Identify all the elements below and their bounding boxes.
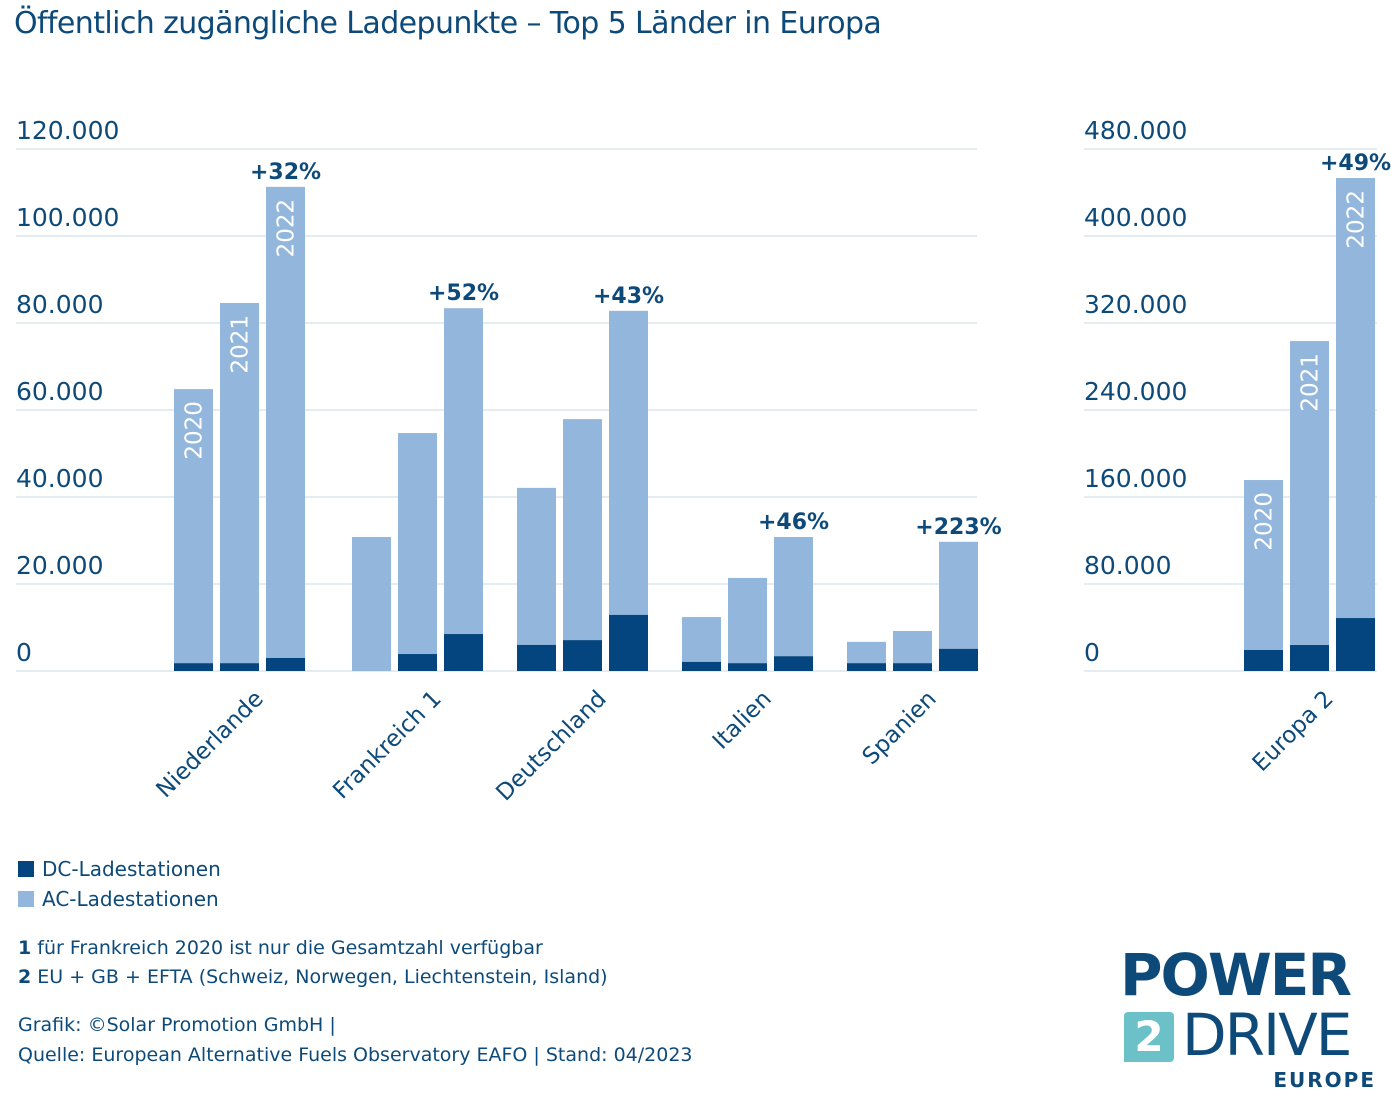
bar-dc (517, 644, 556, 671)
year-label: 2020 (182, 401, 208, 460)
legend-swatch-ac (18, 891, 34, 907)
bar-dc (220, 663, 259, 671)
legend-item-ac: AC-Ladestationen (18, 884, 221, 914)
growth-label: +43% (593, 284, 664, 309)
bar-ac (1336, 178, 1375, 619)
bar-ac (398, 433, 437, 655)
bar-ac (939, 541, 978, 649)
year-label: 2021 (1298, 353, 1324, 412)
legend: DC-Ladestationen AC-Ladestationen (18, 854, 221, 914)
bar-dc (728, 663, 767, 671)
category-label: Frankreich 1 (328, 686, 447, 805)
bar-ac (893, 630, 932, 664)
logo-power-text: POWER (1120, 941, 1352, 1009)
y-tick-label: 100.000 (16, 203, 119, 232)
bar-ac (1290, 341, 1329, 646)
y-tick-label: 80.000 (16, 290, 103, 319)
footnote-text: EU + GB + EFTA (Schweiz, Norwegen, Liech… (31, 966, 608, 988)
y-tick-label: 80.000 (1084, 551, 1171, 580)
bar-dc (398, 654, 437, 671)
credit-source: Quelle: European Alternative Fuels Obser… (18, 1044, 693, 1066)
legend-label-dc: DC-Ladestationen (42, 857, 221, 881)
y-tick-label: 120.000 (16, 116, 119, 145)
bar-dc (1244, 650, 1283, 671)
chart-title: Öffentlich zugängliche Ladepunkte – Top … (14, 6, 882, 41)
bar-dc (893, 663, 932, 671)
y-tick-label: 480.000 (1084, 116, 1187, 145)
bar-ac (728, 577, 767, 664)
growth-label: +52% (428, 281, 499, 306)
year-label: 2022 (1344, 190, 1370, 249)
footnote-number: 1 (18, 937, 32, 959)
y-tick-label: 400.000 (1084, 203, 1187, 232)
power2drive-logo: POWER 2 DRIVE EUROPE (1120, 944, 1380, 1094)
category-label: Niederlande (152, 686, 269, 803)
y-tick-label: 0 (1084, 638, 1100, 667)
bar-ac (609, 310, 648, 615)
bar-ac (174, 389, 213, 664)
y-tick-label: 20.000 (16, 551, 103, 580)
footnote-2: 2 EU + GB + EFTA (Schweiz, Norwegen, Lie… (18, 963, 608, 992)
y-tick-label: 40.000 (16, 464, 103, 493)
category-label: Italien (708, 686, 777, 755)
year-label: 2021 (228, 315, 254, 374)
bar-dc (1290, 645, 1329, 671)
y-tick-label: 240.000 (1084, 377, 1187, 406)
year-label: 2020 (1252, 492, 1278, 551)
growth-label: +49% (1320, 151, 1391, 176)
y-tick-label: 60.000 (16, 377, 103, 406)
bar-ac (682, 617, 721, 662)
growth-label: +46% (758, 510, 829, 535)
category-label: Deutschland (491, 686, 611, 806)
bar-ac (774, 537, 813, 657)
year-label: 2022 (274, 199, 300, 258)
bar-dc (1336, 618, 1375, 671)
logo-europe-text: EUROPE (1273, 1068, 1376, 1092)
bar-ac (847, 641, 886, 664)
growth-label: +32% (250, 160, 321, 185)
bar-dc (174, 663, 213, 671)
footnote-text: für Frankreich 2020 ist nur die Gesamtza… (31, 937, 543, 959)
legend-item-dc: DC-Ladestationen (18, 854, 221, 884)
logo-drive-text: DRIVE (1182, 1001, 1352, 1069)
growth-label: +223% (915, 515, 1001, 540)
bar-ac (1244, 480, 1283, 651)
bar-dc (774, 656, 813, 671)
bar-dc (444, 634, 483, 671)
bar-dc (939, 648, 978, 671)
bar-ac (266, 186, 305, 658)
bar-dc (266, 657, 305, 671)
legend-label-ac: AC-Ladestationen (42, 887, 219, 911)
bar-ac (220, 302, 259, 664)
footnote-number: 2 (18, 966, 32, 988)
bar-ac (444, 308, 483, 635)
credit-graphic: Grafik: ©Solar Promotion GmbH | (18, 1014, 336, 1036)
y-tick-label: 320.000 (1084, 290, 1187, 319)
bar-dc (847, 663, 886, 671)
legend-swatch-dc (18, 861, 34, 877)
footnotes: 1 für Frankreich 2020 ist nur die Gesamt… (18, 934, 608, 992)
credits: Grafik: ©Solar Promotion GmbH | Quelle: … (18, 1010, 693, 1070)
bar-ac (517, 487, 556, 645)
logo-2-badge-icon: 2 (1124, 1012, 1174, 1062)
bar-ac (563, 419, 602, 641)
y-tick-label: 160.000 (1084, 464, 1187, 493)
chart-canvas: 0 20.000 40.000 60.000 80.000 100.000 120.000 2… (16, 116, 1391, 806)
bar-dc (682, 661, 721, 671)
bar-ac (352, 537, 391, 671)
category-label: Europa 2 (1248, 686, 1339, 777)
bar-dc (609, 614, 648, 671)
bar-dc (563, 640, 602, 671)
footnote-1: 1 für Frankreich 2020 ist nur die Gesamt… (18, 934, 608, 963)
category-label: Spanien (858, 686, 942, 770)
y-tick-label: 0 (16, 638, 32, 667)
